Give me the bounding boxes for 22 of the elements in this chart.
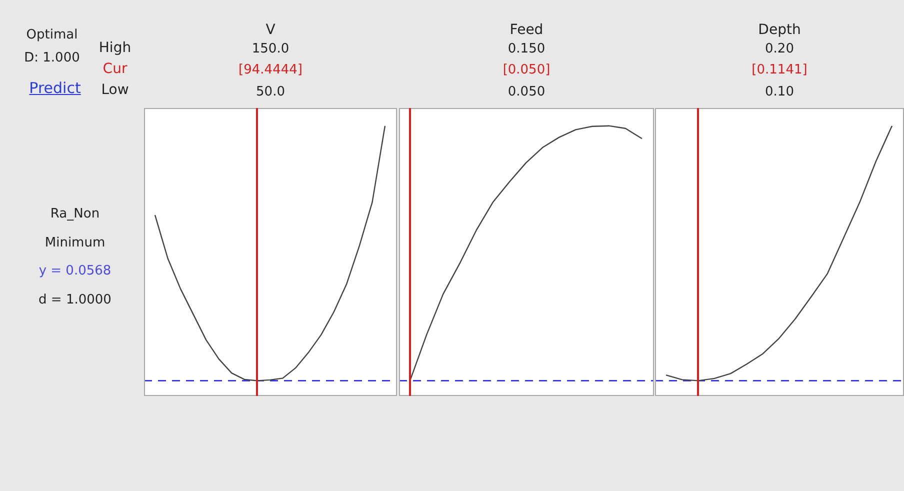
text: [94.4444] [238,62,302,78]
chart-title: Feed [510,22,544,38]
text: High [98,40,132,56]
text: y = 0.0568 [38,264,112,278]
text: Predict [29,79,81,97]
text: Low [101,82,129,98]
text: Optimal [26,28,78,42]
text: D: 1.000 [24,50,80,66]
text: Cur [102,61,128,77]
text: d = 1.0000 [38,292,112,308]
text: 0.10 [765,84,794,100]
text: 0.20 [765,42,794,56]
text: Ra_Non [50,206,100,222]
text: Minimum [44,236,106,250]
text: 150.0 [252,42,290,56]
chart-title: V [266,22,276,38]
chart-title: Depth [758,22,801,38]
text: [0.1141] [752,62,808,78]
text: 0.150 [508,42,546,56]
text: 0.050 [508,84,546,100]
text: [0.050] [502,62,550,78]
text: 50.0 [256,84,285,100]
